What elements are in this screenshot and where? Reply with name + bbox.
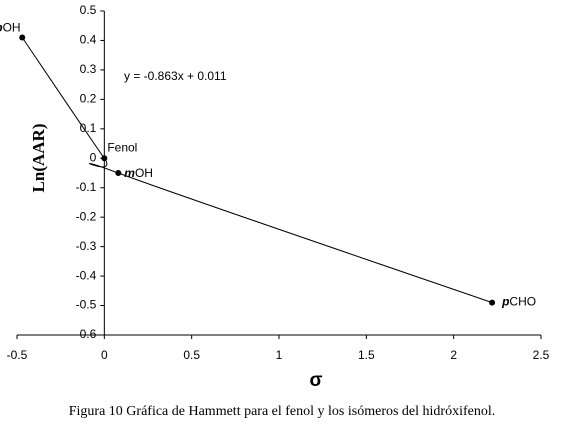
data-point — [101, 155, 108, 162]
point-label-prefix: m — [124, 166, 135, 180]
y-tick-label: 0.1 — [80, 121, 97, 135]
x-tick-label: 1 — [276, 348, 283, 362]
point-label: pCHO — [501, 295, 536, 309]
data-point — [489, 299, 496, 306]
point-label-prefix: p — [501, 295, 509, 309]
point-label-prefix: p — [0, 21, 3, 35]
y-tick-label: -0.5 — [76, 298, 97, 312]
equation: y = -0.863x + 0.011 — [124, 69, 227, 83]
y-tick-label: -0.6 — [76, 327, 97, 341]
caption: Figura 10 Gráfica de Hammett para el fen… — [69, 404, 496, 419]
y-tick-label: -0.1 — [76, 180, 97, 194]
y-tick-label: -0.3 — [76, 239, 97, 253]
y-tick-label: -0.2 — [76, 209, 97, 223]
x-tick-label: 0 — [101, 348, 108, 362]
y-tick-label: 0.3 — [80, 62, 97, 76]
x-tick-label: 2 — [450, 348, 457, 362]
point-label: pOH — [0, 21, 21, 35]
point-label-text: CHO — [509, 295, 536, 309]
point-label-text: Fenol — [107, 140, 137, 154]
y-tick-label: 0.4 — [80, 33, 97, 47]
point-label-text: OH — [3, 21, 21, 35]
data-point — [19, 34, 26, 41]
point-label: mOH — [124, 166, 153, 180]
y-tick-label: -0.4 — [76, 268, 97, 282]
y-tick-label: 0.2 — [80, 92, 97, 106]
data-point — [115, 170, 122, 176]
series-line — [21, 37, 493, 304]
y-tick-label: 0.5 — [80, 3, 97, 17]
x-axis-label: σ — [310, 370, 323, 391]
point-label-text: OH — [135, 166, 153, 180]
x-tick-label: -0.5 — [7, 348, 28, 362]
y-tick-label: 0 — [90, 150, 97, 164]
y-axis-label: Ln(AAR) — [29, 124, 48, 193]
x-tick-label: 0.5 — [183, 348, 200, 362]
x-tick-label: 2.5 — [533, 348, 550, 362]
point-label: Fenol — [107, 140, 137, 154]
x-tick-label: 1.5 — [358, 348, 375, 362]
